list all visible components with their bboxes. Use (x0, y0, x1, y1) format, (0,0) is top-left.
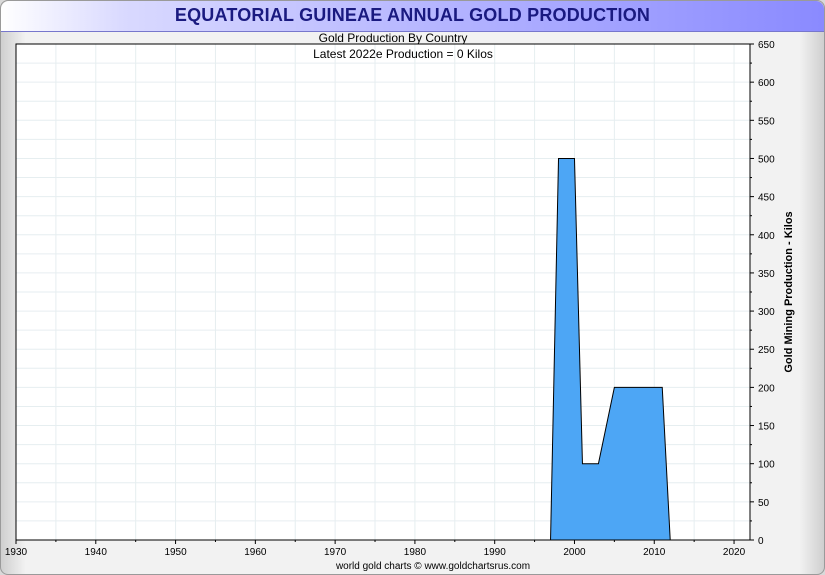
series-layer (550, 157, 671, 541)
x-tick-label: 1930 (5, 547, 28, 558)
y-tick-label: 500 (758, 154, 775, 165)
x-tick-label: 1970 (324, 547, 347, 558)
y-tick-label: 200 (758, 383, 775, 394)
y-tick-label: 600 (758, 78, 775, 89)
y-tick-label: 400 (758, 231, 775, 242)
y-tick-label: 300 (758, 307, 775, 318)
chart-title: Gold Production By Country (319, 31, 468, 45)
y-tick-label: 150 (758, 422, 775, 433)
x-tick-label: 1960 (244, 547, 267, 558)
y-tick-label: 550 (758, 116, 775, 127)
y-tick-label: 50 (758, 498, 770, 509)
page-title: EQUATORIAL GUINEAE ANNUAL GOLD PRODUCTIO… (174, 5, 651, 25)
series-area (550, 157, 671, 541)
chart-footer: world gold charts © www.goldchartsrus.co… (335, 561, 530, 572)
chart-subtitle: Latest 2022e Production = 0 Kilos (313, 47, 493, 61)
x-tick-label: 2020 (723, 547, 746, 558)
x-tick-label: 1980 (404, 547, 427, 558)
x-tick-label: 2000 (563, 547, 586, 558)
y-tick-label: 450 (758, 193, 775, 204)
x-tick-label: 1940 (85, 547, 108, 558)
y-axis-label: Gold Mining Production - Kilos (783, 211, 795, 372)
x-tick-label: 1950 (164, 547, 187, 558)
y-tick-label: 100 (758, 460, 775, 471)
y-tick-label: 250 (758, 345, 775, 356)
x-tick-label: 1990 (484, 547, 507, 558)
y-tick-label: 650 (758, 40, 775, 51)
y-tick-label: 350 (758, 269, 775, 280)
x-tick-label: 2010 (643, 547, 666, 558)
axes: 1930 1940 1950 1960 1970 1980 1990 2000 2010 2020… (5, 40, 775, 558)
y-tick-label: 0 (758, 536, 764, 547)
title-bar: EQUATORIAL GUINEAE ANNUAL GOLD PRODUCTIO… (1, 1, 824, 32)
